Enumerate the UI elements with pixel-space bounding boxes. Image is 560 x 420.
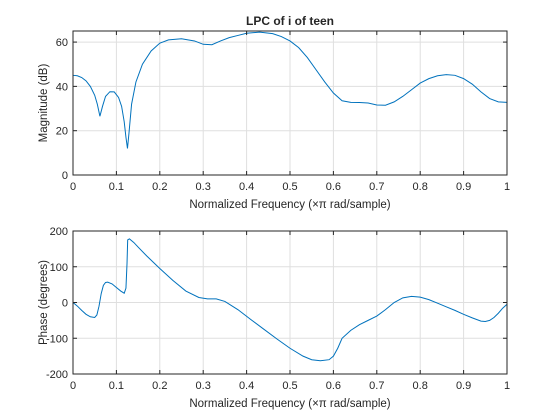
phase-axes: 0 0.1 0.2 0.3 0.4 0.5 0.6 0.7 0.8 0.9 1 -200 -100 0 10… bbox=[38, 226, 510, 410]
magnitude-x-tick-label: 0.1 bbox=[109, 181, 124, 193]
magnitude-curve bbox=[72, 31, 508, 149]
phase-y-tick-label: 200 bbox=[50, 226, 68, 238]
phase-x-tick-label: 0.4 bbox=[239, 380, 254, 392]
phase-x-tick-label: 0.2 bbox=[152, 380, 167, 392]
phase-x-tick-label: 0.1 bbox=[109, 380, 124, 392]
phase-y-tick-label: -200 bbox=[46, 369, 68, 381]
phase-y-tick-label: 0 bbox=[62, 298, 68, 310]
magnitude-y-tick-label: 0 bbox=[62, 170, 68, 182]
magnitude-y-tick-label: 60 bbox=[56, 37, 68, 49]
magnitude-x-tick-label: 1 bbox=[504, 181, 510, 193]
phase-x-tick-label: 0.6 bbox=[326, 380, 341, 392]
phase-x-tick-label: 0.8 bbox=[413, 380, 428, 392]
magnitude-x-tick-label: 0.3 bbox=[196, 181, 211, 193]
magnitude-ticks: 0 0.1 0.2 0.3 0.4 0.5 0.6 0.7 0.8 0.9 1 0 20 40 60 bbox=[56, 31, 510, 193]
magnitude-y-axis-label: Magnitude (dB) bbox=[38, 64, 50, 143]
magnitude-grid bbox=[72, 31, 508, 176]
phase-x-tick-label: 0.3 bbox=[196, 380, 211, 392]
phase-x-tick-label: 0.9 bbox=[456, 380, 471, 392]
magnitude-y-tick-label: 20 bbox=[56, 126, 68, 138]
chart-title: LPC of i of teen bbox=[246, 14, 334, 28]
magnitude-x-tick-label: 0.6 bbox=[326, 181, 341, 193]
magnitude-x-tick-label: 0.8 bbox=[413, 181, 428, 193]
phase-y-tick-label: -100 bbox=[46, 333, 68, 345]
phase-ticks: 0 0.1 0.2 0.3 0.4 0.5 0.6 0.7 0.8 0.9 1 -200 -100 0 10… bbox=[46, 226, 510, 392]
magnitude-x-axis-label: Normalized Frequency (×π rad/sample) bbox=[189, 199, 390, 211]
phase-x-tick-label: 0.5 bbox=[282, 380, 297, 392]
phase-curve bbox=[72, 238, 508, 362]
phase-x-tick-label: 0.7 bbox=[369, 380, 384, 392]
phase-x-tick-label: 0 bbox=[70, 380, 76, 392]
magnitude-x-tick-label: 0.9 bbox=[456, 181, 471, 193]
magnitude-x-tick-label: 0 bbox=[70, 181, 76, 193]
phase-y-axis-label: Phase (degrees) bbox=[38, 260, 50, 345]
magnitude-x-tick-label: 0.2 bbox=[152, 181, 167, 193]
magnitude-axes: 0 0.1 0.2 0.3 0.4 0.5 0.6 0.7 0.8 0.9 1 0 20 40 60 LPC… bbox=[38, 14, 510, 211]
magnitude-y-tick-label: 40 bbox=[56, 81, 68, 93]
phase-x-tick-label: 1 bbox=[504, 380, 510, 392]
phase-grid bbox=[72, 230, 508, 375]
magnitude-x-tick-label: 0.5 bbox=[282, 181, 297, 193]
magnitude-x-tick-label: 0.4 bbox=[239, 181, 254, 193]
phase-y-tick-label: 100 bbox=[50, 262, 68, 274]
phase-x-axis-label: Normalized Frequency (×π rad/sample) bbox=[189, 398, 390, 410]
magnitude-x-tick-label: 0.7 bbox=[369, 181, 384, 193]
